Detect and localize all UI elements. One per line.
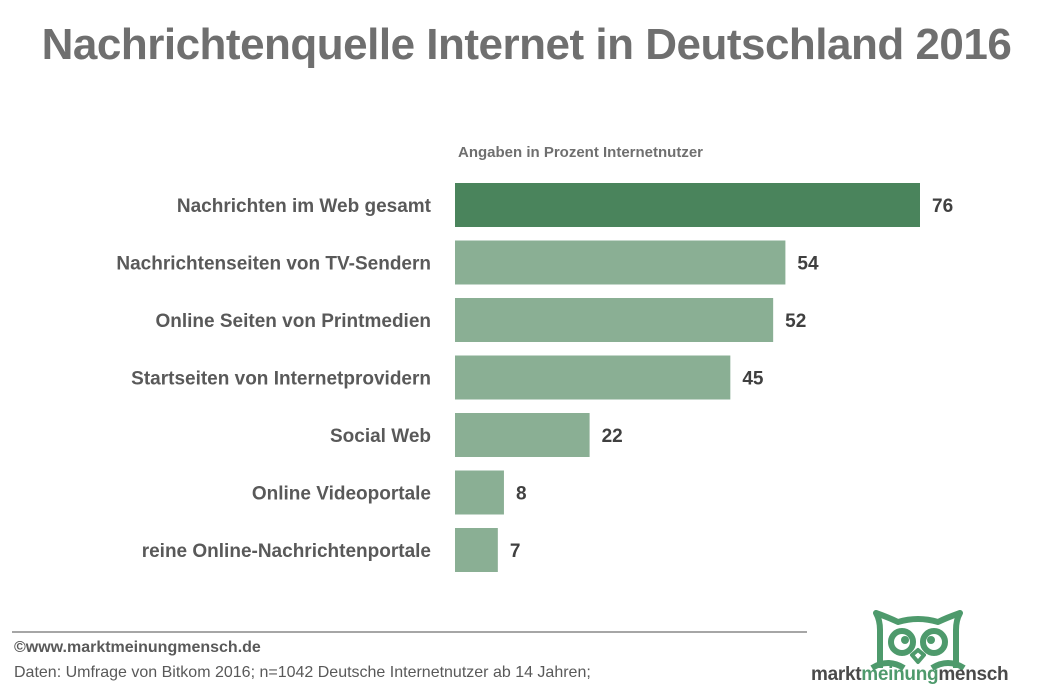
bar-1 <box>455 183 920 227</box>
value-label: 7 <box>510 541 521 562</box>
category-label: Online Seiten von Printmedien <box>155 311 431 332</box>
logo-part-mensch: mensch <box>938 664 1009 685</box>
category-label: Nachrichtenseiten von TV-Sendern <box>116 254 431 275</box>
category-label: Nachrichten im Web gesamt <box>177 196 432 217</box>
bar-4 <box>455 355 731 400</box>
value-label: 8 <box>516 484 527 505</box>
bar-6 <box>455 470 504 515</box>
category-label: reine Online-Nachrichtenportale <box>142 541 431 562</box>
bar-2 <box>455 240 786 285</box>
logo-part-markt: markt <box>811 664 862 685</box>
logo-part-meinung: meinung <box>861 664 939 685</box>
value-label: 22 <box>602 426 623 447</box>
category-label: Social Web <box>330 426 431 447</box>
logo-wordmark: marktmeinungmensch <box>811 664 1009 686</box>
brand-logo: marktmeinungmensch <box>808 608 1048 688</box>
value-label: 54 <box>797 254 819 275</box>
category-label: Startseiten von Internetprovidern <box>131 369 431 390</box>
footer-divider <box>12 631 807 633</box>
category-label: Online Videoportale <box>252 484 431 505</box>
value-label: 45 <box>742 369 764 390</box>
bar-7 <box>455 528 498 572</box>
value-label: 76 <box>932 196 953 217</box>
value-label: 52 <box>785 311 806 332</box>
bar-3 <box>455 298 774 342</box>
bar-chart: Nachrichten im Web gesamt 76 Nachrichtense… <box>116 183 953 572</box>
chart-title: Nachrichtenquelle Internet in Deutschlan… <box>41 20 1012 69</box>
copyright-text: ©www.marktmeinungmensch.de <box>14 639 261 656</box>
owl-icon <box>870 610 966 671</box>
source-note: Daten: Umfrage von Bitkom 2016; n=1042 D… <box>14 664 591 681</box>
bar-5 <box>455 413 590 457</box>
chart-subtitle: Angaben in Prozent Internetnutzer <box>458 144 704 161</box>
